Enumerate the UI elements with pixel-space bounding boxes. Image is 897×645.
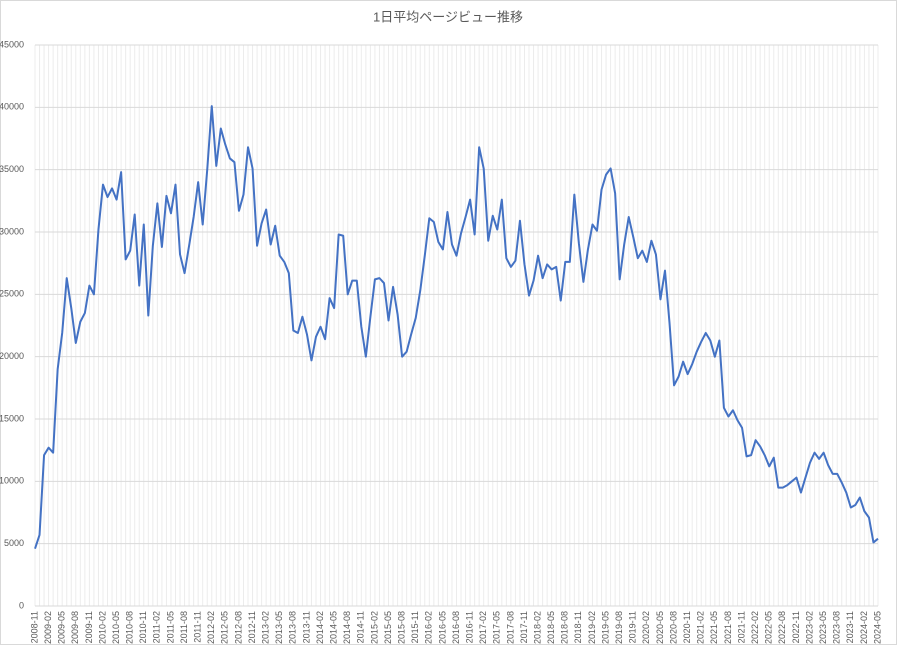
x-tick-label: 2018-08 [560, 611, 570, 644]
x-tick-label: 2012-08 [233, 611, 243, 644]
x-tick-label: 2013-08 [288, 611, 298, 644]
x-tick-label: 2023-05 [818, 611, 828, 644]
y-tick-label: 45000 [0, 39, 24, 49]
x-tick-label: 2022-02 [750, 611, 760, 644]
y-tick-label: 40000 [0, 102, 24, 112]
x-tick-label: 2022-05 [764, 611, 774, 644]
x-tick-label: 2016-08 [451, 611, 461, 644]
x-tick-label: 2015-05 [383, 611, 393, 644]
x-tick-label: 2017-05 [492, 611, 502, 644]
x-tick-label: 2012-02 [206, 611, 216, 644]
x-tick-label: 2019-11 [628, 611, 638, 643]
x-tick-label: 2023-02 [804, 611, 814, 644]
x-tick-label: 2016-11 [464, 611, 474, 643]
x-tick-label: 2011-05 [165, 611, 175, 643]
x-tick-label: 2018-02 [532, 611, 542, 644]
x-tick-label: 2021-02 [696, 611, 706, 644]
x-tick-label: 2022-11 [791, 611, 801, 643]
x-tick-label: 2022-08 [777, 611, 787, 644]
chart-title: 1日平均ページビュー推移 [373, 9, 523, 24]
x-tick-label: 2019-05 [600, 611, 610, 644]
x-tick-label: 2017-11 [519, 611, 529, 643]
x-tick-label: 2021-11 [736, 611, 746, 643]
x-tick-label: 2015-11 [410, 611, 420, 643]
y-tick-label: 0 [19, 600, 24, 610]
x-tick-label: 2014-08 [342, 611, 352, 644]
x-tick-label: 2011-02 [152, 611, 162, 643]
x-tick-label: 2014-11 [356, 611, 366, 643]
y-tick-label: 30000 [0, 226, 24, 236]
x-tick-label: 2009-02 [43, 611, 53, 644]
x-tick-label: 2020-08 [668, 611, 678, 644]
y-tick-label: 5000 [4, 538, 24, 548]
x-tick-label: 2014-05 [329, 611, 339, 644]
x-tick-label: 2011-08 [179, 611, 189, 643]
x-tick-label: 2012-05 [220, 611, 230, 644]
x-tick-label: 2019-08 [614, 611, 624, 644]
y-tick-label: 25000 [0, 289, 24, 299]
x-tick-label: 2013-05 [274, 611, 284, 644]
x-tick-label: 2008-11 [29, 611, 39, 643]
x-tick-label: 2010-11 [138, 611, 148, 643]
data-line [34, 105, 879, 549]
x-tick-label: 2013-02 [261, 611, 271, 644]
x-tick-label: 2019-02 [587, 611, 597, 644]
x-tick-label: 2009-08 [70, 611, 80, 644]
x-tick-label: 2009-05 [57, 611, 67, 644]
x-tick-label: 2020-05 [655, 611, 665, 644]
y-tick-label: 35000 [0, 164, 24, 174]
x-tick-label: 2010-02 [97, 611, 107, 644]
x-tick-label: 2020-11 [682, 611, 692, 643]
x-tick-label: 2024-02 [859, 611, 869, 644]
x-tick-label: 2016-02 [424, 611, 434, 644]
x-tick-label: 2023-11 [845, 611, 855, 643]
x-tick-label: 2015-08 [396, 611, 406, 644]
x-tick-label: 2010-08 [125, 611, 135, 644]
x-tick-label: 2012-11 [247, 611, 257, 643]
x-tick-label: 2014-02 [315, 611, 325, 644]
x-tick-label: 2017-08 [505, 611, 515, 644]
x-tick-label: 2021-05 [709, 611, 719, 644]
x-tick-label: 2017-02 [478, 611, 488, 644]
x-tick-label: 2023-08 [832, 611, 842, 644]
y-tick-label: 20000 [0, 351, 24, 361]
x-tick-label: 2016-05 [437, 611, 447, 644]
x-tick-label: 2021-08 [723, 611, 733, 644]
x-tick-label: 2024-05 [872, 611, 882, 644]
x-tick-label: 2013-11 [301, 611, 311, 643]
y-tick-label: 10000 [0, 476, 24, 486]
x-tick-label: 2011-11 [193, 611, 203, 643]
x-tick-label: 2010-05 [111, 611, 121, 644]
x-tick-label: 2018-05 [546, 611, 556, 644]
x-tick-label: 2018-11 [573, 611, 583, 643]
x-tick-label: 2015-02 [369, 611, 379, 644]
x-tick-label: 2009-11 [84, 611, 94, 643]
x-tick-label: 2020-02 [641, 611, 651, 644]
y-tick-label: 15000 [0, 413, 24, 423]
